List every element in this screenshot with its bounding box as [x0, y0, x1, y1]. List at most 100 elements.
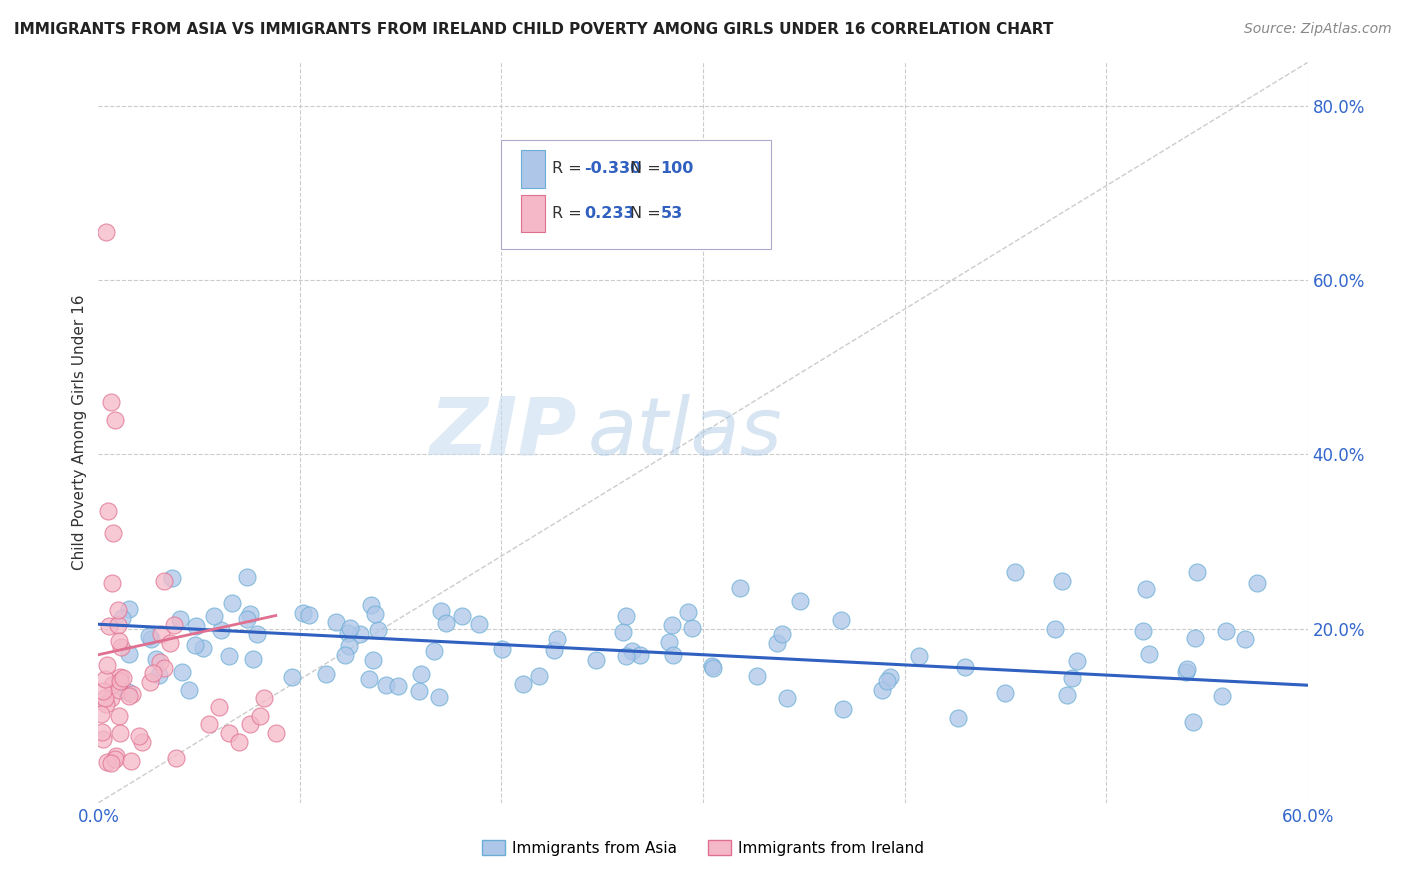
Point	[128, 729, 150, 743]
Point	[209, 623, 232, 637]
Point	[1043, 622, 1066, 636]
Point	[91, 683, 114, 698]
Point	[202, 608, 225, 623]
Point	[1182, 715, 1205, 730]
Point	[117, 685, 139, 699]
Point	[96, 225, 118, 239]
Text: 53: 53	[661, 206, 683, 221]
Point	[527, 668, 550, 682]
Point	[953, 660, 976, 674]
Point	[661, 618, 683, 632]
Point	[193, 641, 215, 656]
Text: N =: N =	[630, 206, 666, 221]
Point	[96, 756, 118, 770]
Text: Source: ZipAtlas.com: Source: ZipAtlas.com	[1244, 22, 1392, 37]
Point	[239, 717, 262, 731]
Point	[153, 661, 176, 675]
Point	[139, 674, 162, 689]
Text: N =: N =	[630, 161, 666, 177]
Point	[585, 653, 607, 667]
Point	[104, 752, 127, 766]
Point	[107, 618, 129, 632]
Point	[245, 626, 267, 640]
Point	[90, 725, 112, 739]
Point	[111, 610, 134, 624]
Point	[337, 625, 360, 640]
Point	[112, 671, 135, 685]
Point	[349, 627, 371, 641]
Point	[789, 593, 811, 607]
Point	[1137, 647, 1160, 661]
Point	[228, 735, 250, 749]
Point	[408, 684, 430, 698]
Point	[198, 717, 221, 731]
Point	[434, 615, 457, 630]
Point	[676, 605, 699, 619]
Point	[543, 643, 565, 657]
Point	[375, 678, 398, 692]
Point	[110, 640, 132, 654]
Text: ZIP: ZIP	[429, 393, 576, 472]
Point	[121, 687, 143, 701]
Point	[367, 623, 389, 637]
Point	[162, 571, 184, 585]
Point	[1234, 632, 1257, 647]
Text: R =: R =	[551, 206, 586, 221]
Point	[163, 618, 186, 632]
Point	[100, 756, 122, 771]
Point	[149, 655, 172, 669]
Point	[110, 674, 132, 689]
Point	[430, 604, 453, 618]
Point	[100, 691, 122, 706]
Point	[249, 708, 271, 723]
Point	[131, 735, 153, 749]
Text: -0.330: -0.330	[585, 161, 641, 177]
Point	[1175, 662, 1198, 676]
Point	[100, 395, 122, 409]
Point	[159, 636, 181, 650]
Point	[108, 709, 131, 723]
Point	[1056, 688, 1078, 702]
Point	[108, 726, 131, 740]
Point	[118, 648, 141, 662]
Point	[97, 504, 120, 518]
Point	[148, 667, 170, 681]
Point	[325, 615, 347, 629]
Point	[765, 636, 787, 650]
Point	[776, 691, 799, 706]
Point	[994, 686, 1017, 700]
Point	[411, 667, 433, 681]
Point	[142, 665, 165, 680]
Point	[1184, 631, 1206, 645]
Point	[108, 669, 131, 683]
Point	[96, 657, 118, 672]
Point	[108, 682, 131, 697]
Point	[628, 648, 651, 663]
Point	[546, 632, 568, 646]
Point	[242, 651, 264, 665]
Point	[145, 652, 167, 666]
Point	[1185, 565, 1208, 579]
Point	[94, 697, 117, 711]
Point	[183, 639, 205, 653]
Point	[264, 726, 287, 740]
Point	[702, 661, 724, 675]
Point	[1135, 582, 1157, 597]
Point	[253, 691, 276, 706]
Point	[621, 644, 644, 658]
Point	[107, 603, 129, 617]
Point	[730, 581, 752, 595]
Point	[747, 669, 769, 683]
Point	[107, 634, 129, 648]
Point	[208, 700, 231, 714]
Point	[830, 613, 852, 627]
Point	[658, 635, 681, 649]
Point	[172, 665, 194, 680]
Text: 0.233: 0.233	[585, 206, 636, 221]
Point	[298, 608, 321, 623]
Point	[1211, 689, 1233, 703]
Point	[468, 617, 491, 632]
Point	[876, 673, 898, 688]
Point	[427, 690, 450, 704]
Point	[337, 640, 360, 654]
